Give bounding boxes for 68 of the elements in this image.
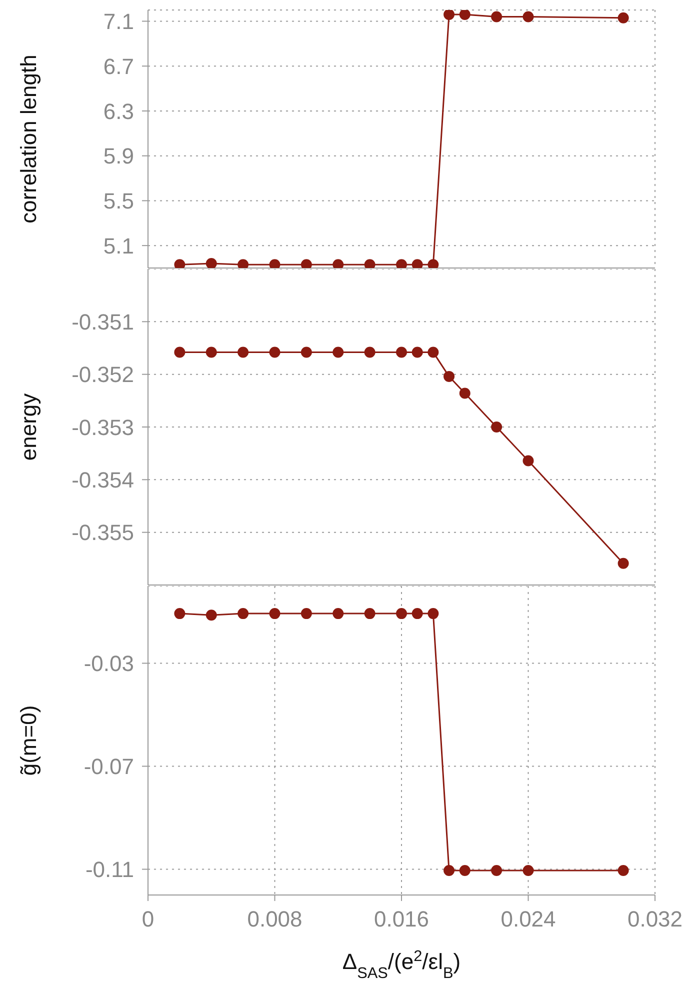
point: [444, 370, 455, 382]
point: [412, 346, 423, 358]
point: [459, 388, 470, 399]
y-tick-label: -0.03: [84, 651, 134, 676]
point: [300, 608, 312, 620]
point: [444, 10, 455, 20]
point: [491, 865, 502, 876]
point: [428, 259, 439, 268]
point: [238, 346, 249, 358]
y-tick-label: 6.3: [103, 98, 134, 124]
point: [459, 865, 470, 876]
y-tick-label: -0.07: [84, 754, 134, 780]
y-tick-label: 7.1: [103, 9, 134, 34]
point: [238, 259, 249, 268]
point: [412, 608, 423, 620]
y-axis-title: energy: [16, 393, 41, 461]
point: [444, 865, 455, 876]
point: [269, 346, 280, 358]
point: [522, 455, 534, 466]
point: [491, 11, 502, 22]
x-axis-title: Δ$_{SAS}$/(e$^{2}$/εl$_{B}$): [342, 948, 461, 982]
y-tick-label: 5.1: [103, 233, 134, 258]
point: [522, 11, 534, 22]
point: [364, 608, 376, 620]
point: [206, 258, 217, 268]
point: [396, 259, 407, 268]
point: [269, 259, 280, 268]
point: [300, 259, 312, 268]
y-tick-label: 6.7: [103, 54, 134, 79]
x-tick-label: 0.016: [374, 906, 430, 932]
point: [300, 346, 312, 358]
point: [428, 608, 439, 620]
point: [459, 10, 470, 20]
y-tick-label: 5.5: [103, 188, 134, 214]
point: [364, 346, 376, 358]
x-tick-label: 0.024: [500, 906, 556, 932]
point: [206, 610, 217, 621]
y-axis-title: g̃(m=0): [16, 705, 41, 776]
point: [332, 608, 344, 620]
point: [618, 865, 629, 876]
point: [364, 259, 376, 268]
y-tick-label: -0.11: [85, 857, 134, 882]
y-tick-label: 5.9: [103, 144, 134, 169]
x-tick-label: 0: [142, 906, 154, 932]
point: [491, 422, 502, 432]
x-tick-label: 0.032: [627, 906, 683, 932]
point: [618, 558, 629, 569]
y-tick-label: -0.354: [72, 467, 134, 492]
point: [174, 346, 186, 358]
y-tick-label: -0.353: [72, 414, 134, 440]
point: [174, 608, 186, 620]
point: [332, 346, 344, 358]
point: [618, 12, 629, 24]
point: [332, 259, 344, 268]
point: [522, 865, 534, 876]
point: [428, 346, 439, 358]
y-tick-label: -0.355: [72, 520, 134, 546]
y-axis-title: correlation length: [16, 54, 41, 224]
point: [412, 259, 423, 268]
point: [396, 346, 407, 358]
point: [396, 608, 407, 620]
point: [269, 608, 280, 620]
point: [238, 608, 249, 620]
y-tick-label: -0.351: [72, 309, 134, 334]
point: [206, 346, 217, 358]
point: [174, 259, 186, 268]
x-tick-label: 0.008: [247, 906, 302, 932]
y-tick-label: -0.352: [72, 362, 134, 388]
